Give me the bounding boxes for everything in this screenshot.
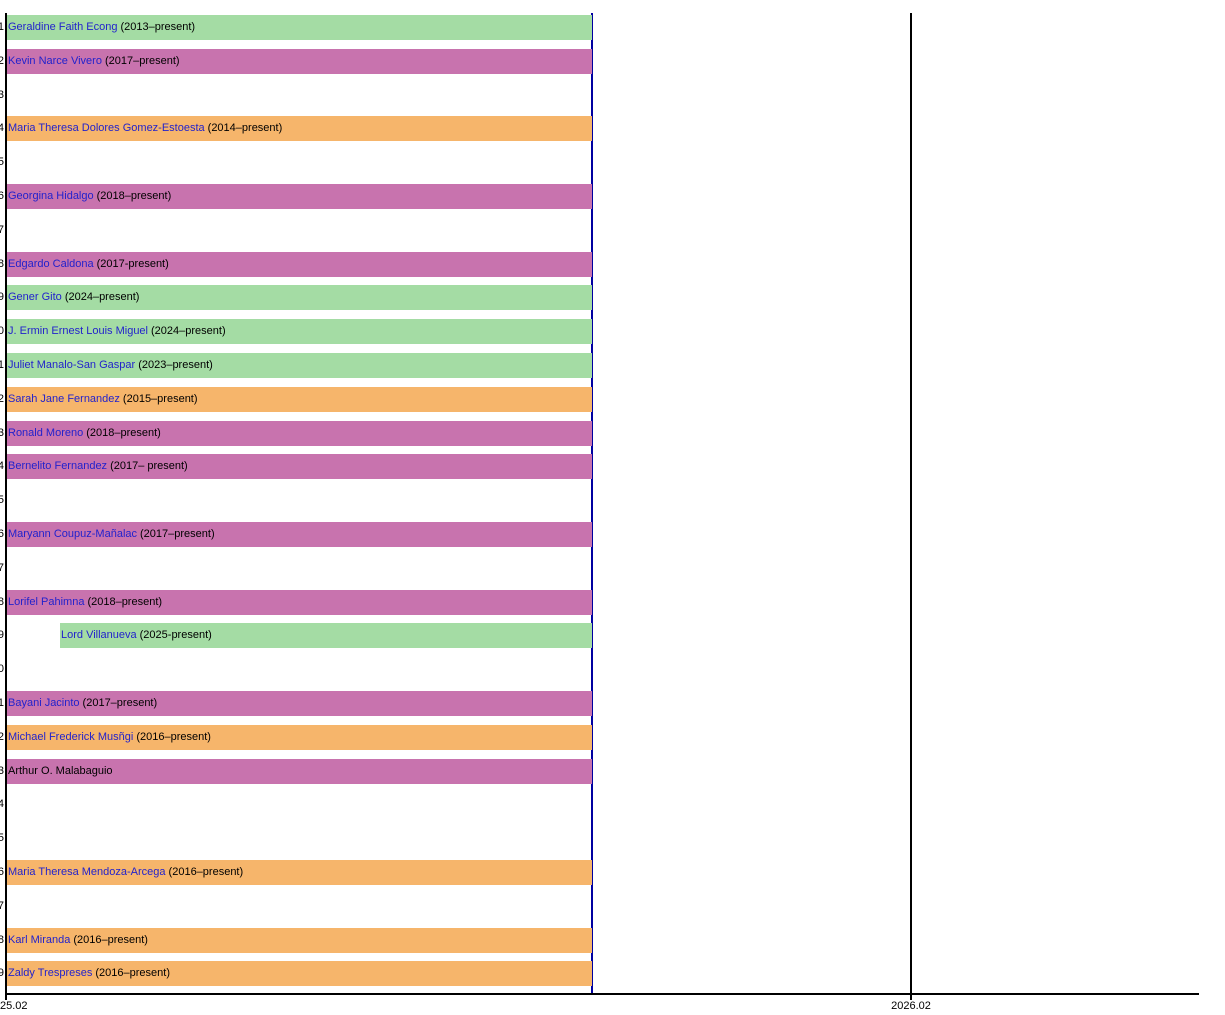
row-number: 10 xyxy=(0,325,4,337)
person-name-link[interactable]: Geraldine Faith Econg xyxy=(8,21,118,33)
timeline-bar: Arthur O. Malabaguio xyxy=(7,759,592,784)
person-name-link[interactable]: Michael Frederick Musñgi xyxy=(8,731,134,743)
timeline-bar: Ronald Moreno (2018–present) xyxy=(7,421,592,446)
row-number: 13 xyxy=(0,427,4,439)
row-number: 12 xyxy=(0,393,4,405)
tenure-dates: (2017–present) xyxy=(82,697,158,709)
person-name-link[interactable]: J. Ermin Ernest Louis Miguel xyxy=(8,325,148,337)
timeline-bar: Kevin Narce Vivero (2017–present) xyxy=(7,49,592,74)
row-number: 20 xyxy=(0,663,4,675)
person-name-link[interactable]: Sarah Jane Fernandez xyxy=(8,393,120,405)
row-number: 27 xyxy=(0,900,4,912)
row-number: 1 xyxy=(0,21,4,33)
bottom-axis-line xyxy=(5,993,1199,995)
timeline-bar: Geraldine Faith Econg (2013–present) xyxy=(7,15,592,40)
axis-tick-label-right: 2026.02 xyxy=(891,1000,931,1012)
tenure-dates: (2017–present) xyxy=(140,528,215,540)
tenure-dates: (2015–present) xyxy=(122,393,198,405)
person-name-link[interactable]: Lorifel Pahimna xyxy=(8,596,85,608)
now-vertical-line xyxy=(591,13,593,995)
timeline-bar: Karl Miranda (2016–present) xyxy=(7,928,592,953)
row-number: 18 xyxy=(0,596,4,608)
tenure-dates: (2024–present) xyxy=(64,291,140,303)
person-name-link[interactable]: Zaldy Trespreses xyxy=(8,967,93,979)
tenure-dates: (2018–present) xyxy=(87,596,163,608)
timeline-bar: Juliet Manalo-San Gaspar (2023–present) xyxy=(7,353,592,378)
person-name-link[interactable]: Lord Villanueva xyxy=(61,629,137,641)
timeline-bar: Maryann Coupuz-Mañalac (2017–present) xyxy=(7,522,592,547)
row-number: 2 xyxy=(0,55,4,67)
person-name-link[interactable]: Bernelito Fernandez xyxy=(8,460,108,472)
tenure-dates: (2013–present) xyxy=(120,21,196,33)
tenure-dates: (2018–present) xyxy=(86,427,161,439)
person-name-link[interactable]: Gener Gito xyxy=(8,291,62,303)
person-name-link[interactable]: Maryann Coupuz-Mañalac xyxy=(8,528,138,540)
timeline-bar: Bernelito Fernandez (2017– present) xyxy=(7,454,592,479)
left-axis-line xyxy=(5,13,7,1000)
axis-tick-label-left: 25.02 xyxy=(0,1000,28,1012)
timeline-bar: J. Ermin Ernest Louis Miguel (2024–presen… xyxy=(7,319,592,344)
row-number: 25 xyxy=(0,832,4,844)
timeline-bar: Edgardo Caldona (2017-present) xyxy=(7,252,592,277)
tenure-dates: (2016–present) xyxy=(168,866,244,878)
tenure-dates: (2017– present) xyxy=(110,460,188,472)
row-number: 19 xyxy=(0,629,4,641)
person-name-link[interactable]: Kevin Narce Vivero xyxy=(8,55,102,67)
person-name: Arthur O. Malabaguio xyxy=(8,765,113,777)
person-name-link[interactable]: Maria Theresa Dolores Gomez-Estoesta xyxy=(8,122,205,134)
row-number: 9 xyxy=(0,291,4,303)
timeline-bar: Bayani Jacinto (2017–present) xyxy=(7,691,592,716)
person-name-link[interactable]: Edgardo Caldona xyxy=(8,258,94,270)
timeline-bar: Maria Theresa Dolores Gomez-Estoesta (201… xyxy=(7,116,592,141)
tenure-dates: (2017–present) xyxy=(104,55,180,67)
timeline-bar: Gener Gito (2024–present) xyxy=(7,285,592,310)
row-number: 14 xyxy=(0,460,4,472)
row-number: 7 xyxy=(0,224,4,236)
row-number: 16 xyxy=(0,528,4,540)
row-number: 4 xyxy=(0,122,4,134)
row-number: 28 xyxy=(0,934,4,946)
tenure-dates: (2016–present) xyxy=(95,967,170,979)
person-name-link[interactable]: Maria Theresa Mendoza-Arcega xyxy=(8,866,166,878)
tenure-dates: (2025-present) xyxy=(139,629,212,641)
row-number: 15 xyxy=(0,494,4,506)
tenure-dates: (2016–present) xyxy=(73,934,148,946)
timeline-bar: Zaldy Trespreses (2016–present) xyxy=(7,961,592,986)
timeline-bar: Sarah Jane Fernandez (2015–present) xyxy=(7,387,592,412)
person-name-link[interactable]: Karl Miranda xyxy=(8,934,71,946)
row-number: 24 xyxy=(0,798,4,810)
person-name-link[interactable]: Ronald Moreno xyxy=(8,427,84,439)
timeline-bar: Lord Villanueva (2025-present) xyxy=(60,623,592,648)
tenure-dates: (2018–present) xyxy=(96,190,172,202)
person-name-link[interactable]: Juliet Manalo-San Gaspar xyxy=(8,359,136,371)
row-number: 3 xyxy=(0,89,4,101)
tenure-dates: (2024–present) xyxy=(151,325,226,337)
row-number: 17 xyxy=(0,562,4,574)
row-number: 29 xyxy=(0,967,4,979)
person-name-link[interactable]: Bayani Jacinto xyxy=(8,697,80,709)
year-gridline xyxy=(910,13,912,1000)
person-name-link[interactable]: Georgina Hidalgo xyxy=(8,190,94,202)
tenure-dates: (2016–present) xyxy=(136,731,211,743)
row-number: 23 xyxy=(0,765,4,777)
tenure-dates: (2023–present) xyxy=(138,359,213,371)
row-number: 5 xyxy=(0,156,4,168)
tenure-dates: (2014–present) xyxy=(207,122,283,134)
row-number: 6 xyxy=(0,190,4,202)
row-number: 8 xyxy=(0,258,4,270)
row-number: 22 xyxy=(0,731,4,743)
row-number: 26 xyxy=(0,866,4,878)
timeline-bar: Michael Frederick Musñgi (2016–present) xyxy=(7,725,592,750)
tenure-dates: (2017-present) xyxy=(96,258,169,270)
row-number: 21 xyxy=(0,697,4,709)
timeline-bar: Lorifel Pahimna (2018–present) xyxy=(7,590,592,615)
row-number: 11 xyxy=(0,359,4,371)
timeline-bar: Maria Theresa Mendoza-Arcega (2016–presen… xyxy=(7,860,592,885)
timeline-bar: Georgina Hidalgo (2018–present) xyxy=(7,184,592,209)
